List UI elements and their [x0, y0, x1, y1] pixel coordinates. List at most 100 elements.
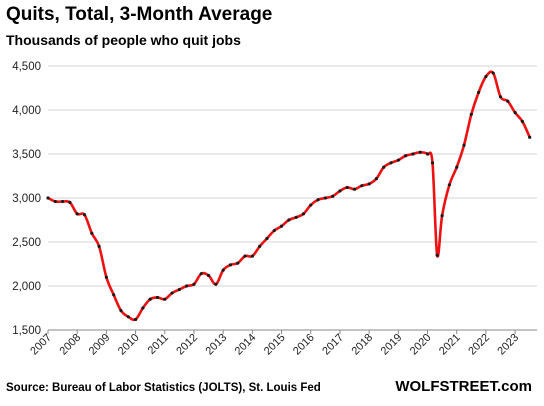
data-point — [228, 263, 233, 267]
data-point — [411, 152, 415, 156]
data-point — [53, 199, 57, 204]
data-point — [345, 185, 349, 190]
data-point — [513, 111, 517, 115]
data-point — [309, 203, 313, 207]
data-point — [352, 187, 357, 191]
data-point — [331, 194, 335, 198]
data-point — [316, 198, 320, 202]
data-point — [323, 196, 327, 200]
data-point — [418, 150, 422, 154]
data-point — [528, 135, 532, 139]
data-point — [360, 184, 364, 188]
x-tick-label: 2010 — [116, 332, 142, 358]
y-tick-label: 2,500 — [12, 237, 41, 249]
data-point — [60, 199, 65, 204]
data-point — [90, 231, 94, 235]
data-point — [192, 282, 196, 286]
y-tick-label: 4,000 — [12, 105, 41, 117]
x-tick-label: 2017 — [320, 332, 346, 358]
data-point — [287, 218, 291, 222]
data-point — [462, 143, 466, 147]
y-tick-label: 1,500 — [12, 325, 41, 337]
data-point — [506, 99, 510, 103]
data-point — [112, 293, 116, 297]
data-point — [199, 272, 203, 276]
data-point — [75, 212, 79, 216]
x-tick-label: 2015 — [262, 332, 288, 358]
data-point — [435, 253, 439, 257]
x-tick-label: 2018 — [349, 332, 375, 358]
data-point — [265, 236, 269, 241]
data-point — [46, 196, 50, 200]
data-point — [338, 189, 342, 193]
data-point — [163, 297, 167, 301]
data-point — [155, 295, 160, 300]
y-tick-label: 4,500 — [12, 61, 41, 73]
chart-title: Quits, Total, 3-Month Average — [6, 4, 273, 25]
x-tick-label: 2023 — [495, 332, 521, 358]
x-tick-label: 2008 — [58, 332, 84, 358]
x-tick-label: 2019 — [379, 332, 405, 358]
x-tick-label: 2011 — [146, 332, 171, 357]
data-point — [294, 215, 298, 219]
data-point — [236, 261, 240, 265]
source-note: Source: Bureau of Labor Statistics (JOLT… — [6, 382, 321, 394]
data-point — [214, 282, 218, 286]
grid-lines — [48, 65, 537, 331]
data-point — [447, 183, 452, 187]
x-tick-label: 2012 — [174, 332, 200, 358]
data-point — [126, 315, 130, 319]
data-point — [389, 161, 393, 165]
data-point — [469, 112, 473, 116]
x-tick-label: 2022 — [466, 332, 492, 358]
data-point — [68, 200, 72, 204]
data-point — [425, 152, 430, 156]
brand-logo-text: WOLFSTREET.com — [395, 378, 532, 395]
plot-area — [46, 70, 532, 322]
y-axis-ticks: 1,500 2,000 2,500 3,000 3,500 4,000 4,500 — [12, 61, 41, 337]
data-point — [484, 74, 488, 79]
data-point — [104, 275, 108, 279]
data-point — [170, 291, 174, 295]
data-point — [141, 306, 145, 310]
data-point — [301, 212, 306, 216]
y-tick-label: 2,000 — [12, 281, 41, 293]
data-point — [374, 177, 379, 181]
data-point — [382, 165, 386, 169]
x-tick-label: 2020 — [408, 332, 434, 358]
data-point — [206, 273, 211, 278]
y-tick-label: 3,000 — [12, 193, 41, 205]
data-point — [404, 154, 408, 158]
chart-subtitle: Thousands of people who quit jobs — [6, 32, 241, 48]
data-point — [133, 317, 138, 322]
x-axis-ticks: 2007 2008 2009 2010 2011 2012 2013 2014 2015 2016… — [28, 329, 537, 358]
x-tick-label: 2014 — [233, 332, 259, 358]
data-point — [97, 244, 101, 248]
data-point — [491, 71, 495, 75]
series-line — [46, 70, 531, 322]
data-point — [148, 297, 152, 301]
x-tick-label: 2021 — [437, 332, 463, 358]
y-tick-label: 3,500 — [12, 149, 41, 161]
data-point — [250, 254, 254, 258]
data-point — [498, 95, 503, 99]
data-point — [177, 287, 181, 292]
data-point — [243, 254, 247, 258]
data-point — [477, 90, 481, 94]
data-point — [455, 165, 459, 169]
data-point — [221, 268, 225, 272]
data-point — [82, 213, 87, 217]
x-tick-label: 2009 — [87, 332, 113, 358]
data-point — [430, 161, 435, 165]
x-tick-label: 2013 — [203, 332, 229, 358]
data-point — [258, 244, 262, 248]
data-point — [279, 224, 284, 228]
data-point — [396, 158, 400, 162]
data-point — [440, 214, 444, 218]
x-tick-label: 2016 — [291, 332, 317, 358]
data-point — [119, 309, 123, 313]
data-point — [185, 284, 189, 288]
data-point — [367, 182, 371, 186]
data-point — [520, 119, 525, 124]
